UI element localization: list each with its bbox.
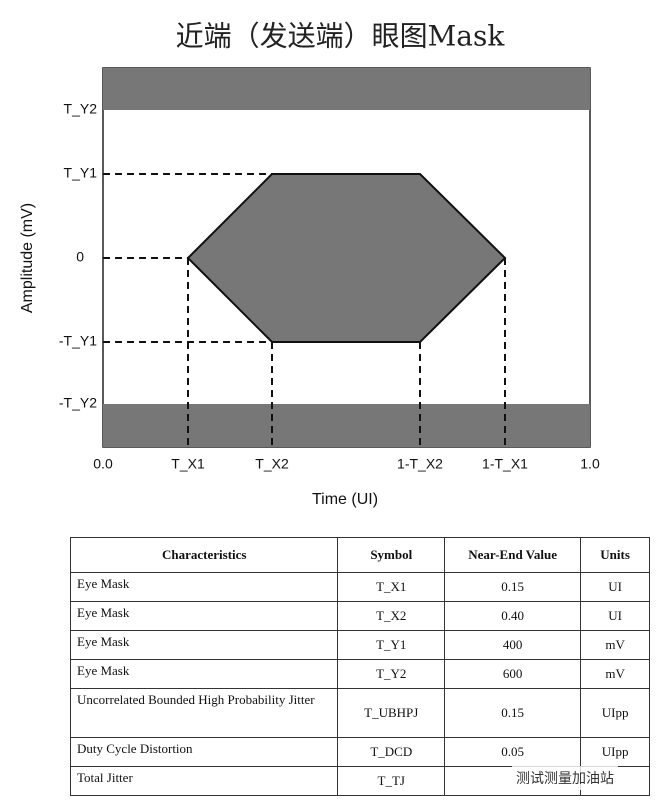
- table-cell: Duty Cycle Distortion: [69, 737, 339, 767]
- x-label: 0.0: [93, 456, 113, 472]
- table-cell: 0.15: [444, 688, 582, 738]
- lower-mask: [103, 404, 590, 447]
- header-cell: Symbol: [337, 537, 446, 573]
- table-cell: 0.40: [444, 601, 582, 631]
- x-axis-title: Time (UI): [312, 491, 378, 508]
- guide-lines: [103, 173, 506, 447]
- y-label: -T_Y2: [59, 395, 97, 411]
- table-cell: Uncorrelated Bounded High Probability Ji…: [69, 688, 339, 738]
- table-cell: UIpp: [580, 688, 650, 738]
- header-cell: Characteristics: [69, 537, 339, 573]
- table-cell: Eye Mask: [69, 572, 339, 602]
- table-body: Eye Mask T_X1 0.15 UI Eye Mask T_X2 0.40 UI Eye …: [69, 572, 650, 796]
- x-label: 1-T_X2: [397, 456, 443, 472]
- table-cell: T_TJ: [337, 766, 446, 796]
- table-cell: Total Jitter: [69, 766, 339, 796]
- table-row: Eye Mask T_X1 0.15 UI: [69, 572, 650, 602]
- table-cell: 400: [444, 630, 582, 660]
- table-cell: 0.05: [444, 737, 582, 767]
- table-cell: UI: [580, 601, 650, 631]
- table-row: Uncorrelated Bounded High Probability Ji…: [69, 688, 650, 738]
- x-label: T_X2: [255, 456, 289, 472]
- table-cell: mV: [580, 630, 650, 660]
- header-cell: Near-End Value: [444, 537, 582, 573]
- table-cell: UIpp: [580, 737, 650, 767]
- y-label: -T_Y1: [59, 333, 97, 349]
- table-cell: 600: [444, 659, 582, 689]
- table-cell: Eye Mask: [69, 659, 339, 689]
- table-cell: UI: [580, 572, 650, 602]
- table-cell: T_Y2: [337, 659, 446, 689]
- y-label: 0: [76, 249, 84, 265]
- header-cell: Units: [580, 537, 650, 573]
- table-row: Eye Mask T_X2 0.40 UI: [69, 601, 650, 631]
- upper-mask: [103, 68, 590, 110]
- table-row: Eye Mask T_Y2 600 mV: [69, 659, 650, 689]
- x-label: T_X1: [171, 456, 205, 472]
- table-row: Duty Cycle Distortion T_DCD 0.05 UIpp: [69, 737, 650, 767]
- y-label: T_Y1: [64, 165, 98, 181]
- header-row: Characteristics Symbol Near-End Value Units: [69, 537, 650, 573]
- y-axis-title: Amplitude (mV): [19, 203, 36, 313]
- eye-mask-diagram: 近端（发送端）眼图Mask T_Y2 T_Y1 0 -T_Y1 -T_Y2 0.…: [19, 20, 600, 509]
- table-cell: Eye Mask: [69, 601, 339, 631]
- y-label: T_Y2: [64, 101, 98, 117]
- table-cell: T_Y1: [337, 630, 446, 660]
- x-label: 1.0: [580, 456, 600, 472]
- table-cell: T_UBHPJ: [337, 688, 446, 738]
- table-row: Eye Mask T_Y1 400 mV: [69, 630, 650, 660]
- table-cell: T_X1: [337, 572, 446, 602]
- table-cell: mV: [580, 659, 650, 689]
- spec-table: Characteristics Symbol Near-End Value Units…: [69, 537, 650, 796]
- watermark: 测试测量加油站: [512, 766, 618, 790]
- x-label: 1-T_X1: [482, 456, 528, 472]
- table-cell: 0.15: [444, 572, 582, 602]
- title: 近端（发送端）眼图Mask: [176, 20, 506, 53]
- table-cell: T_DCD: [337, 737, 446, 767]
- table-cell: T_X2: [337, 601, 446, 631]
- table-cell: Eye Mask: [69, 630, 339, 660]
